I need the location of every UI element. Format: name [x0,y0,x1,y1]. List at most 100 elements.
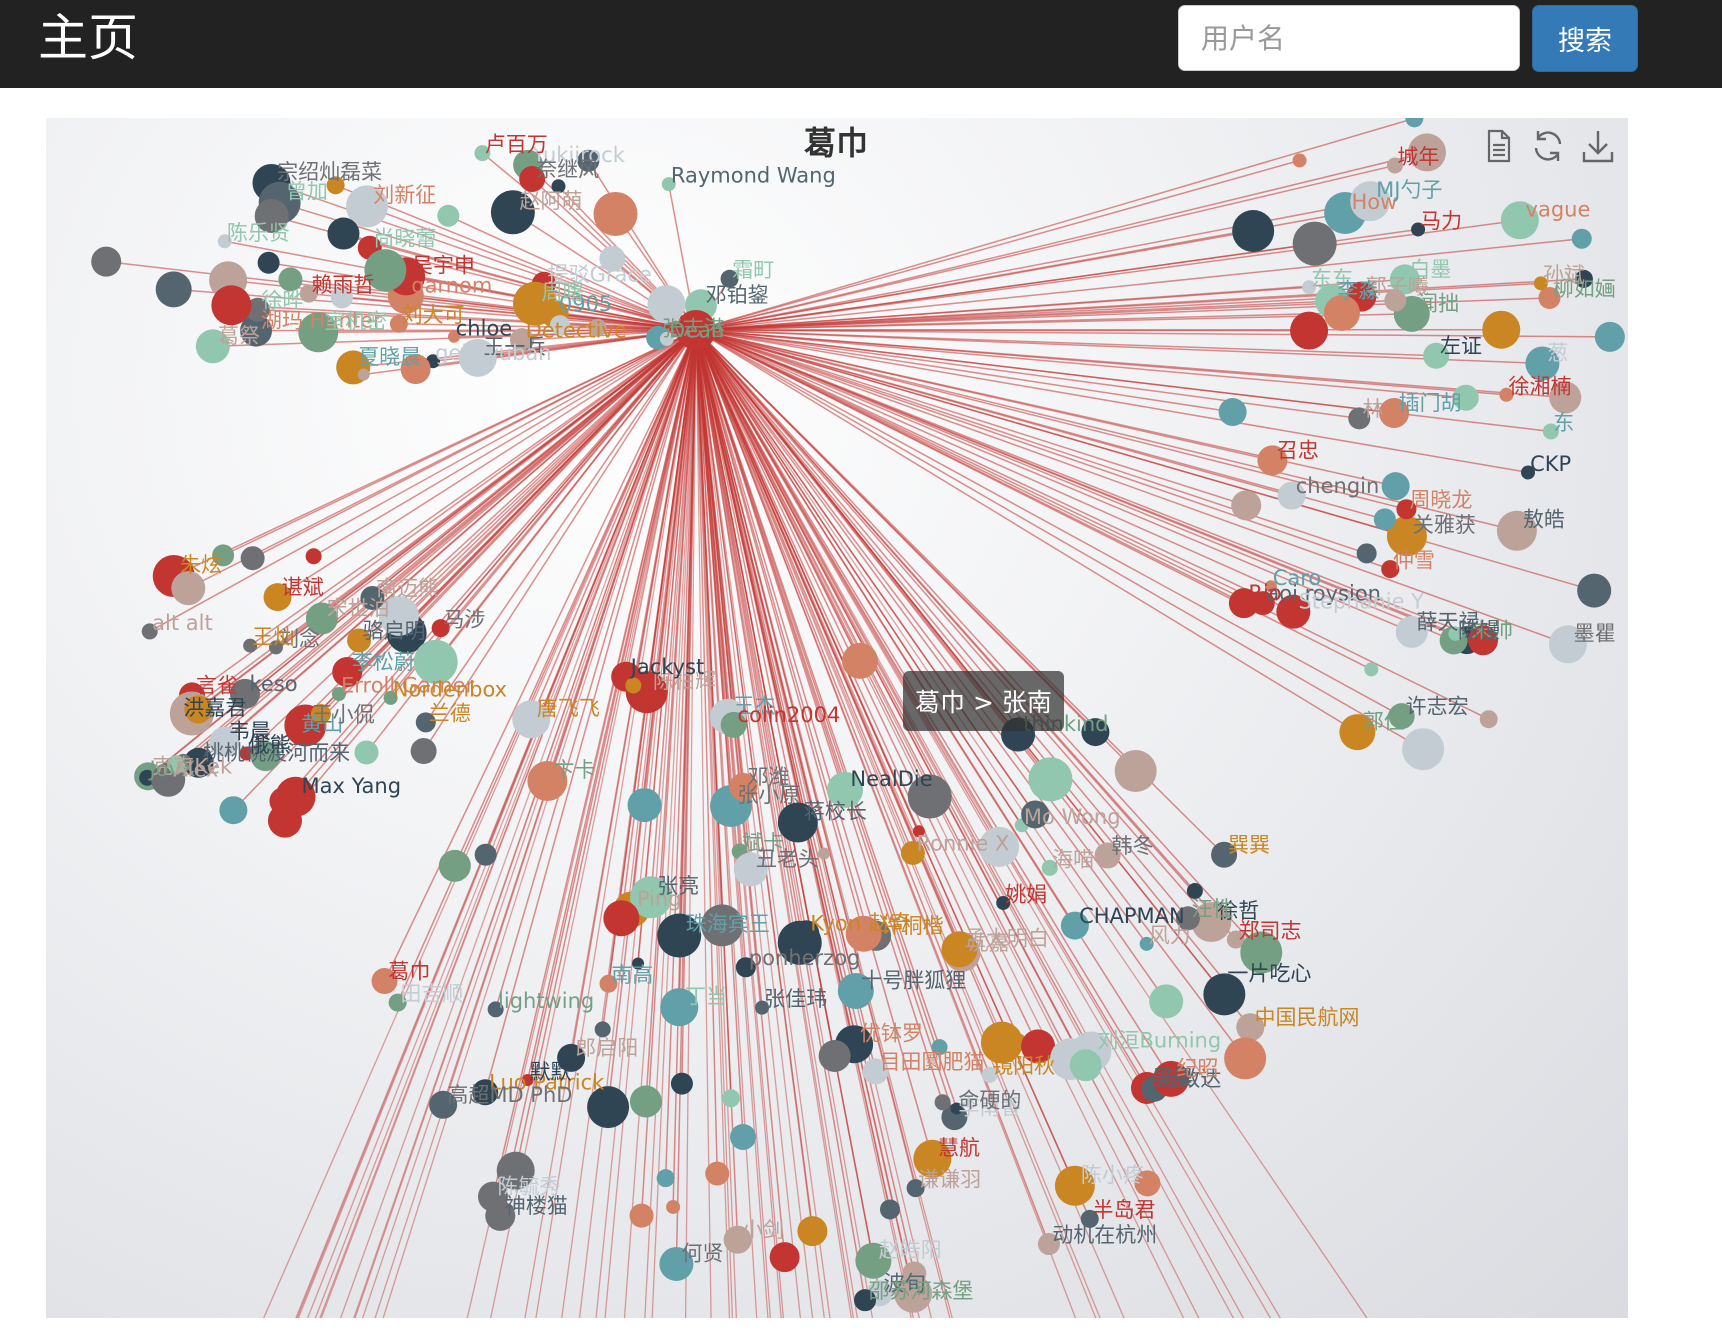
graph-node[interactable] [1224,1037,1267,1080]
graph-node[interactable] [1081,718,1110,747]
graph-node[interactable] [735,957,756,978]
graph-node[interactable] [934,1094,951,1111]
graph-node[interactable] [1479,710,1498,729]
graph-node[interactable] [1041,859,1058,876]
graph-node[interactable] [797,1216,828,1247]
graph-node[interactable] [1028,757,1073,802]
graph-node[interactable] [1276,594,1311,629]
graph-node[interactable] [1548,625,1587,664]
graph-node[interactable] [298,312,339,353]
graph-node[interactable] [907,774,952,819]
graph-node[interactable] [855,1242,892,1279]
graph-node[interactable] [666,1199,681,1214]
graph-node[interactable] [599,974,618,993]
graph-node[interactable] [656,1169,675,1188]
graph-node[interactable] [167,755,186,774]
graph-node[interactable] [1186,883,1203,900]
graph-node[interactable] [1386,157,1403,174]
graph-node[interactable] [415,712,436,733]
graph-node[interactable] [512,281,557,326]
graph-node[interactable] [245,297,270,322]
graph-node[interactable] [1211,841,1238,868]
graph-node[interactable] [519,165,546,192]
graph-node[interactable] [733,852,768,887]
graph-node[interactable] [599,245,626,272]
graph-node[interactable] [1094,842,1121,869]
graph-node[interactable] [299,284,318,303]
graph-node[interactable] [139,769,156,786]
graph-node[interactable] [593,191,638,236]
graph-node[interactable] [1408,133,1447,172]
graph-node[interactable] [1468,625,1499,656]
graph-node[interactable] [1521,465,1536,480]
graph-node[interactable] [240,314,273,347]
graph-node[interactable] [826,771,863,808]
graph-node[interactable] [1264,580,1277,593]
graph-node[interactable] [1356,543,1377,564]
graph-node[interactable] [627,788,662,823]
graph-node[interactable] [912,825,925,838]
graph-node[interactable] [913,1139,952,1178]
graph-node[interactable] [625,677,642,694]
graph-node[interactable] [1240,931,1283,974]
graph-node[interactable] [1021,800,1050,829]
graph-node[interactable] [410,738,437,765]
graph-node[interactable] [485,1200,516,1231]
graph-node[interactable] [431,619,450,638]
graph-node[interactable] [1482,310,1521,349]
graph-node[interactable] [305,602,338,635]
graph-node[interactable] [603,900,640,937]
graph-node[interactable] [1452,384,1479,411]
graph-node[interactable] [254,198,289,233]
graph-node[interactable] [632,957,645,970]
graph-node[interactable] [509,328,534,353]
graph-node[interactable] [438,849,471,882]
graph-node[interactable] [383,690,398,705]
graph-canvas[interactable]: Raymond Wang 0905 张志港 garnom 霜町 Detective 提驳Gr… [46,118,1628,1318]
graph-node[interactable] [474,843,497,866]
graph-node[interactable] [268,640,283,655]
graph-node[interactable] [1577,573,1612,608]
graph-node[interactable] [1226,930,1245,949]
graph-node[interactable] [1396,499,1417,520]
graph-node[interactable] [240,546,265,571]
graph-node[interactable] [447,330,460,343]
graph-node[interactable] [347,628,372,653]
graph-node[interactable] [330,286,353,309]
graph-node[interactable] [1080,1209,1099,1228]
graph-node[interactable] [1175,906,1200,931]
graph-node[interactable] [1292,153,1307,168]
graph-node[interactable] [670,1072,693,1095]
graph-node[interactable] [250,741,281,772]
graph-node[interactable] [1021,1029,1056,1064]
root-node[interactable] [676,310,716,350]
graph-node[interactable] [894,1274,933,1313]
graph-node[interactable] [1114,750,1157,793]
graph-node[interactable] [1153,1060,1190,1097]
graph-node[interactable] [551,179,566,194]
graph-node[interactable] [1348,407,1371,430]
graph-node[interactable] [1499,387,1514,402]
graph-node[interactable] [721,1089,740,1108]
graph-node[interactable] [91,246,122,277]
data-view-icon[interactable] [1480,128,1516,164]
graph-node[interactable] [1134,1170,1161,1197]
graph-node[interactable] [209,726,240,757]
graph-node[interactable] [777,802,818,843]
graph-node[interactable] [588,318,607,337]
graph-node[interactable] [184,695,213,724]
graph-node[interactable] [1538,286,1561,309]
graph-node[interactable] [661,177,676,192]
graph-node[interactable] [326,176,345,195]
graph-node[interactable] [211,285,252,326]
graph-node[interactable] [1191,902,1232,943]
graph-node[interactable] [902,1261,927,1286]
graph-node[interactable] [212,544,235,567]
graph-node[interactable] [195,329,230,364]
graph-node[interactable] [263,583,292,612]
graph-node[interactable] [837,973,874,1010]
graph-node[interactable] [659,1246,694,1281]
graph-node[interactable] [723,1225,752,1254]
graph-node[interactable] [549,315,570,336]
graph-node[interactable] [629,876,672,919]
